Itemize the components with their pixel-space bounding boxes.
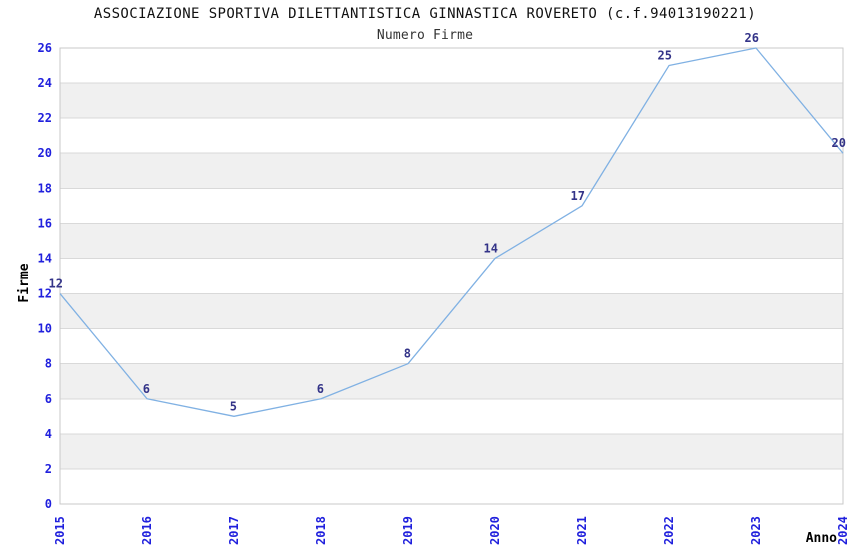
point-label: 12: [49, 277, 63, 291]
x-tick-label: 2015: [53, 516, 67, 545]
plot-band: [60, 433, 843, 469]
x-axis-title: Anno: [806, 531, 837, 546]
point-label: 6: [143, 382, 150, 396]
x-tick-label: 2022: [662, 516, 676, 545]
x-tick-label: 2023: [749, 516, 763, 545]
chart-subtitle: Numero Firme: [376, 28, 474, 43]
y-tick-label: 2: [45, 462, 52, 476]
plot-border: [59, 47, 844, 505]
y-tick-label: 12: [38, 287, 52, 301]
data-line: [59, 47, 844, 417]
point-label: 26: [745, 31, 759, 45]
point-label: 5: [230, 399, 237, 413]
point-label: 8: [404, 347, 411, 361]
y-tick-label: 10: [38, 322, 52, 336]
y-tick-label: 8: [45, 357, 52, 371]
point-label: 20: [832, 136, 846, 150]
x-tick-label: 2016: [140, 516, 154, 545]
y-tick-label: 0: [45, 497, 52, 511]
plot-band: [60, 83, 843, 119]
y-tick-label: 18: [38, 181, 52, 195]
x-tick-label: 2018: [314, 516, 328, 545]
y-tick-label: 26: [38, 41, 52, 55]
point-label: 25: [658, 49, 672, 63]
x-tick-label: 2021: [575, 516, 589, 545]
plot-band: [60, 363, 843, 399]
y-tick-label: 20: [38, 146, 52, 160]
x-tick-label: 2024: [836, 516, 850, 545]
x-tick-label: 2019: [401, 516, 415, 545]
x-tick-label: 2020: [488, 516, 502, 545]
y-axis-title: Firme: [17, 263, 32, 302]
y-tick-label: 22: [38, 111, 52, 125]
y-tick-label: 4: [45, 427, 52, 441]
y-tick-label: 16: [38, 216, 52, 230]
chart-title: ASSOCIAZIONE SPORTIVA DILETTANTISTICA GI…: [93, 6, 757, 22]
point-label: 14: [484, 241, 498, 255]
plot-band: [60, 153, 843, 189]
y-tick-label: 6: [45, 392, 52, 406]
y-tick-label: 24: [38, 76, 52, 90]
point-label: 17: [571, 189, 585, 203]
x-tick-label: 2017: [227, 516, 241, 545]
plot-band: [60, 223, 843, 259]
point-label: 6: [317, 382, 324, 396]
y-tick-label: 14: [38, 251, 52, 265]
